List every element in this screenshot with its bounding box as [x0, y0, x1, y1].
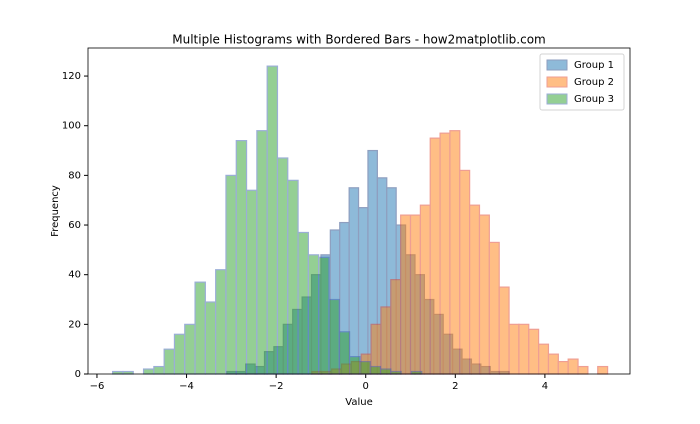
x-tick-label: 2 [452, 381, 458, 392]
bar [538, 343, 550, 375]
bar [142, 368, 155, 375]
y-axis-label: Frequency [50, 185, 61, 237]
bar [547, 353, 559, 375]
bar [318, 256, 330, 375]
y-tick-label: 0 [75, 369, 81, 380]
bar [348, 187, 360, 375]
y-tick-label: 80 [68, 170, 81, 181]
bar [276, 157, 289, 375]
y-tick-label: 60 [68, 220, 81, 231]
bar [528, 328, 540, 375]
y-tick-label: 120 [62, 71, 81, 82]
y-tick-label: 100 [62, 121, 81, 132]
bar [297, 231, 309, 375]
bar [348, 356, 361, 375]
legend-swatch [546, 59, 568, 71]
bar [328, 298, 340, 375]
bar [419, 204, 431, 375]
x-tick-label: −4 [179, 381, 194, 392]
bar [287, 179, 299, 375]
bar [478, 214, 490, 375]
y-tick-label: 40 [68, 270, 81, 281]
x-tick-label: −6 [90, 381, 105, 392]
bar [449, 130, 461, 375]
bar [379, 368, 392, 375]
x-tick-label: 4 [542, 381, 548, 392]
bar [184, 323, 196, 375]
bar [498, 286, 510, 375]
bar [518, 323, 530, 375]
bar [557, 360, 569, 375]
bar [173, 333, 186, 375]
bar [256, 130, 268, 375]
bar [338, 331, 351, 375]
bar [409, 214, 421, 375]
y-tick-label: 20 [68, 319, 81, 330]
legend-label: Group 2 [574, 77, 614, 88]
bar [359, 360, 371, 375]
legend-swatch [546, 76, 568, 88]
bar [266, 65, 279, 375]
bar [439, 132, 451, 375]
bar [235, 140, 248, 375]
bar [429, 137, 441, 375]
legend-label: Group 3 [574, 94, 614, 105]
bar [577, 365, 589, 375]
bar [380, 306, 392, 375]
x-tick-label: 0 [363, 381, 369, 392]
chart-title: Multiple Histograms with Bordered Bars -… [172, 33, 545, 47]
plot-frame [87, 47, 631, 375]
legend-label: Group 1 [574, 60, 614, 71]
bar [245, 189, 258, 375]
bar [469, 204, 481, 375]
bar [369, 365, 382, 375]
bar [400, 214, 412, 375]
bar [153, 365, 165, 375]
bar [307, 254, 320, 375]
bar [597, 365, 609, 375]
bar [508, 323, 520, 375]
bar [488, 241, 500, 375]
bar [215, 269, 227, 375]
bar [194, 281, 206, 375]
bar [390, 279, 402, 375]
legend-swatch [546, 93, 568, 105]
bar [459, 169, 471, 375]
bar [357, 207, 369, 375]
bar [204, 301, 217, 375]
bar [567, 358, 579, 375]
x-tick-label: −2 [269, 381, 284, 392]
bar [225, 174, 237, 375]
bar [163, 348, 176, 375]
x-axis-label: Value [345, 397, 372, 408]
